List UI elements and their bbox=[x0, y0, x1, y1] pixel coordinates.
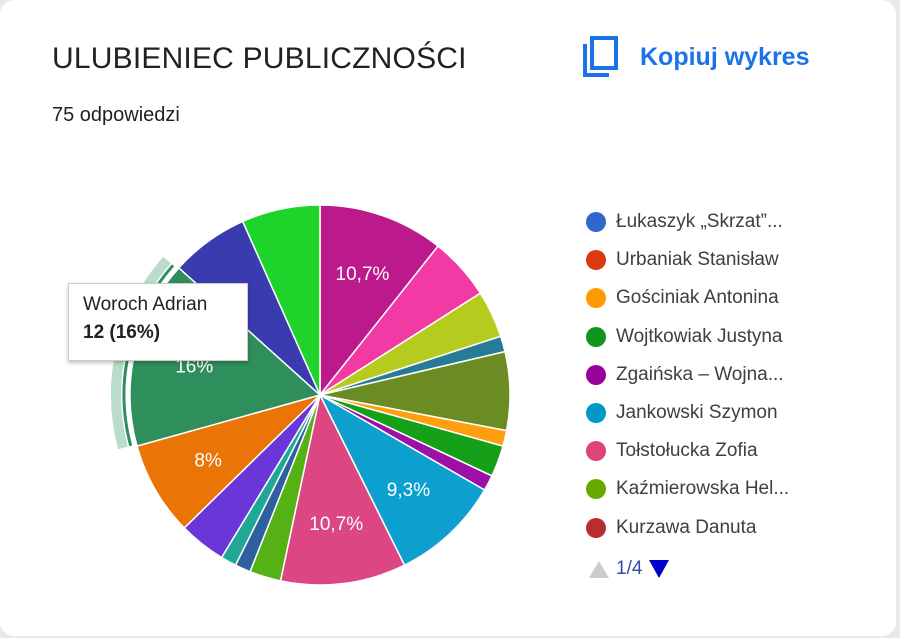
legend-label: Kurzawa Danuta bbox=[616, 516, 757, 538]
legend-item[interactable]: Wojtkowiak Justyna bbox=[586, 318, 789, 356]
chart-title: ULUBIENIEC PUBLICZNOŚCI bbox=[52, 42, 467, 75]
legend-swatch bbox=[586, 250, 606, 271]
legend-swatch bbox=[586, 326, 606, 347]
legend-label: Tołstołucka Zofia bbox=[616, 440, 758, 462]
legend-pager: 1/4 bbox=[588, 558, 670, 580]
legend-label: Wojtkowiak Justyna bbox=[616, 325, 783, 347]
legend-swatch bbox=[586, 441, 606, 462]
tooltip-name: Woroch Adrian bbox=[83, 294, 208, 315]
pie-slice[interactable] bbox=[279, 392, 406, 586]
copy-chart-label: Kopiuj wykres bbox=[640, 42, 810, 71]
pie-slice[interactable] bbox=[241, 204, 321, 396]
legend-item[interactable]: Urbaniak Stanisław bbox=[586, 241, 789, 279]
slice-label: 9,3% bbox=[387, 480, 430, 501]
legend-label: Kaźmierowska Hel... bbox=[616, 478, 790, 500]
pie-slice[interactable] bbox=[318, 393, 486, 567]
copy-chart-button[interactable]: Kopiuj wykres bbox=[582, 36, 810, 78]
legend-swatch bbox=[586, 212, 606, 233]
tooltip: Woroch Adrian 12 (16%) bbox=[68, 283, 248, 361]
slice-label: 16% bbox=[175, 356, 213, 377]
legend-item[interactable]: Kaźmierowska Hel... bbox=[586, 470, 789, 508]
pie-slice[interactable] bbox=[136, 394, 321, 529]
legend-item[interactable]: Łukaszyk „Skrzat”... bbox=[586, 203, 789, 241]
legend-item[interactable]: Tołstołucka Zofia bbox=[586, 432, 789, 470]
slice-label: 10,7% bbox=[336, 264, 390, 285]
legend-label: Gościniak Antonina bbox=[616, 287, 779, 309]
legend-label: Łukaszyk „Skrzat”... bbox=[616, 211, 783, 233]
next-page-icon[interactable] bbox=[648, 559, 670, 579]
slice-label: 10,7% bbox=[309, 514, 363, 535]
legend-page: 1/4 bbox=[616, 558, 643, 579]
slice-label: 8% bbox=[194, 451, 222, 472]
tooltip-value: 12 (16%) bbox=[83, 322, 161, 343]
copy-icon bbox=[583, 36, 618, 77]
legend-item[interactable]: Zgaińska – Wojna... bbox=[586, 356, 789, 394]
legend-label: Urbaniak Stanisław bbox=[616, 249, 779, 271]
legend-swatch bbox=[586, 288, 606, 309]
legend-item[interactable]: Gościniak Antonina bbox=[586, 279, 789, 317]
legend-label: Zgaińska – Wojna... bbox=[616, 363, 784, 385]
legend-swatch bbox=[586, 403, 606, 424]
response-count: 75 odpowiedzi bbox=[52, 104, 180, 126]
legend-item[interactable]: Kurzawa Danuta bbox=[586, 509, 789, 547]
legend-swatch bbox=[586, 364, 606, 385]
prev-page-icon[interactable] bbox=[588, 559, 610, 579]
legend-swatch bbox=[586, 479, 606, 500]
legend-swatch bbox=[586, 517, 606, 538]
pie-slice[interactable] bbox=[319, 204, 440, 398]
legend-item[interactable]: Jankowski Szymon bbox=[586, 394, 789, 432]
legend-label: Jankowski Szymon bbox=[616, 402, 778, 424]
legend: Łukaszyk „Skrzat”... Urbaniak Stanisław Go… bbox=[586, 203, 789, 547]
